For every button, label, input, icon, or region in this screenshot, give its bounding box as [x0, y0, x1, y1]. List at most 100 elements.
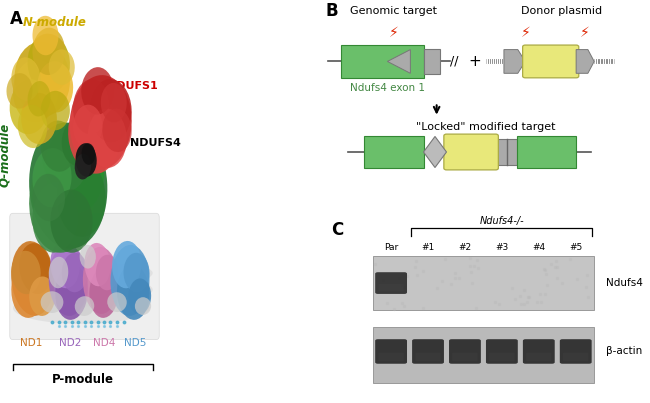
- Text: #1: #1: [421, 243, 435, 252]
- Text: Bsd: Bsd: [461, 147, 482, 157]
- FancyBboxPatch shape: [378, 284, 404, 291]
- Ellipse shape: [11, 251, 41, 294]
- Ellipse shape: [79, 245, 96, 268]
- Ellipse shape: [40, 291, 64, 313]
- Bar: [372, 256, 594, 310]
- Polygon shape: [504, 50, 525, 73]
- Ellipse shape: [70, 75, 132, 170]
- Ellipse shape: [13, 59, 58, 123]
- FancyBboxPatch shape: [489, 353, 515, 361]
- Ellipse shape: [96, 255, 119, 290]
- Text: B: B: [325, 2, 337, 20]
- Ellipse shape: [81, 143, 96, 165]
- Ellipse shape: [29, 150, 94, 253]
- FancyBboxPatch shape: [523, 339, 554, 364]
- Ellipse shape: [14, 42, 70, 116]
- Ellipse shape: [42, 125, 88, 191]
- Ellipse shape: [40, 120, 77, 172]
- Ellipse shape: [11, 259, 47, 318]
- Ellipse shape: [49, 257, 68, 288]
- Ellipse shape: [117, 265, 150, 320]
- Ellipse shape: [6, 73, 32, 108]
- Bar: [372, 327, 594, 383]
- Text: Ndufs4: Ndufs4: [606, 278, 643, 288]
- FancyBboxPatch shape: [449, 339, 481, 364]
- Text: #2: #2: [458, 243, 471, 252]
- FancyBboxPatch shape: [563, 353, 588, 361]
- Ellipse shape: [111, 245, 150, 316]
- Polygon shape: [576, 50, 594, 73]
- Ellipse shape: [11, 241, 54, 316]
- Text: ND4: ND4: [93, 338, 115, 347]
- Ellipse shape: [84, 243, 110, 286]
- Ellipse shape: [21, 93, 57, 144]
- Text: Par: Par: [384, 243, 398, 252]
- FancyBboxPatch shape: [412, 339, 444, 364]
- FancyBboxPatch shape: [378, 353, 404, 361]
- Text: Genomic target: Genomic target: [350, 6, 437, 17]
- Ellipse shape: [81, 67, 114, 114]
- Ellipse shape: [102, 109, 132, 152]
- FancyBboxPatch shape: [523, 45, 578, 78]
- Text: ⚡: ⚡: [521, 27, 530, 40]
- Bar: [496, 139, 517, 165]
- FancyBboxPatch shape: [444, 134, 499, 170]
- Ellipse shape: [62, 253, 88, 292]
- Ellipse shape: [107, 292, 127, 312]
- Ellipse shape: [46, 127, 104, 213]
- Text: ND5: ND5: [124, 338, 146, 347]
- Text: //: //: [450, 55, 459, 68]
- Text: A: A: [10, 10, 23, 28]
- Ellipse shape: [18, 105, 47, 148]
- FancyBboxPatch shape: [560, 339, 592, 364]
- Ellipse shape: [32, 148, 72, 207]
- FancyBboxPatch shape: [486, 339, 518, 364]
- Ellipse shape: [101, 83, 127, 123]
- Bar: [341, 45, 424, 78]
- Ellipse shape: [20, 243, 52, 294]
- Text: C: C: [332, 221, 344, 239]
- Text: P-module: P-module: [52, 373, 114, 386]
- Ellipse shape: [32, 28, 65, 75]
- Text: Q-module: Q-module: [0, 123, 12, 187]
- Text: ND1: ND1: [20, 338, 42, 347]
- Bar: [517, 136, 576, 168]
- Text: N-module: N-module: [23, 16, 86, 29]
- Ellipse shape: [11, 57, 41, 101]
- Text: NDUFS1: NDUFS1: [107, 81, 158, 91]
- Ellipse shape: [27, 81, 51, 116]
- Ellipse shape: [27, 33, 70, 93]
- Text: #5: #5: [569, 243, 582, 252]
- Ellipse shape: [68, 95, 120, 174]
- Ellipse shape: [73, 79, 109, 134]
- Ellipse shape: [29, 276, 55, 316]
- Ellipse shape: [124, 253, 150, 292]
- Text: #4: #4: [532, 243, 545, 252]
- FancyBboxPatch shape: [375, 339, 407, 364]
- Text: +: +: [468, 54, 481, 69]
- Ellipse shape: [57, 158, 106, 237]
- Ellipse shape: [29, 278, 153, 306]
- FancyBboxPatch shape: [10, 213, 159, 340]
- Ellipse shape: [13, 292, 150, 324]
- Bar: [365, 136, 424, 168]
- Ellipse shape: [89, 267, 119, 318]
- Ellipse shape: [88, 109, 127, 168]
- Bar: [424, 48, 440, 75]
- Text: β-actin: β-actin: [606, 347, 642, 357]
- Polygon shape: [424, 137, 447, 168]
- Ellipse shape: [128, 278, 151, 314]
- Ellipse shape: [89, 79, 132, 142]
- Ellipse shape: [75, 154, 91, 179]
- Text: #3: #3: [495, 243, 508, 252]
- Ellipse shape: [10, 79, 49, 134]
- Ellipse shape: [29, 123, 107, 249]
- Text: Ndufs4-/-: Ndufs4-/-: [480, 216, 524, 226]
- Ellipse shape: [32, 182, 78, 253]
- Ellipse shape: [55, 265, 88, 320]
- Ellipse shape: [135, 297, 151, 315]
- FancyBboxPatch shape: [375, 272, 407, 294]
- Ellipse shape: [112, 241, 142, 288]
- Text: ⚡: ⚡: [580, 27, 590, 40]
- Ellipse shape: [75, 296, 94, 316]
